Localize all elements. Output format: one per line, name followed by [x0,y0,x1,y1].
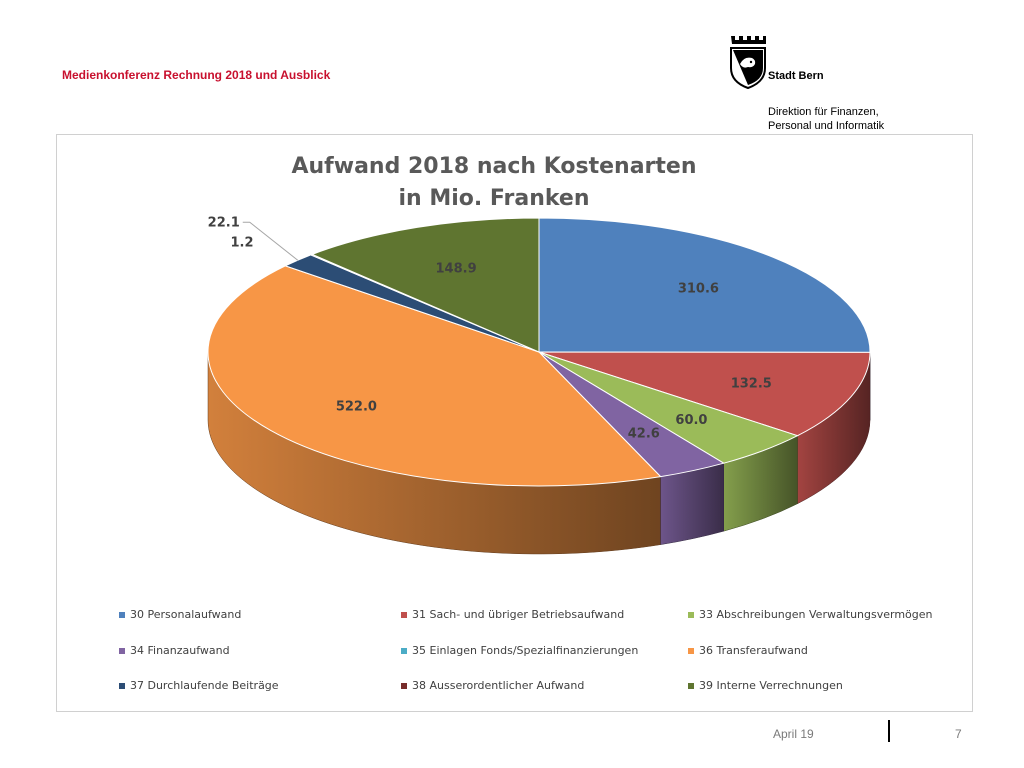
pie-slice-39-interne-verrechnungen [310,217,540,353]
legend-label: 39 Interne Verrechnungen [699,679,843,692]
legend-swatch [119,682,125,689]
org-name: Stadt Bern [768,70,824,82]
department-line-1: Direktion für Finanzen, [768,106,879,118]
legend-item-36-transferaufwand: 36 Transferaufwand [688,644,808,657]
legend-item-38-ausserordentlicher-aufwand: 38 Ausserordentlicher Aufwand [401,679,584,692]
chart-frame: Aufwand 2018 nach Kostenarten in Mio. Fr… [56,134,973,712]
legend-swatch [688,647,694,654]
data-label-38-ausserordentlicher-aufwand: 1.2 [231,236,254,251]
legend-label: 31 Sach- und übriger Betriebsaufwand [412,608,625,621]
legend-item-34-finanzaufwand: 34 Finanzaufwand [119,644,230,657]
department-name: Direktion für Finanzen, Personal und Inf… [768,105,968,133]
data-label-39-interne-verrechnungen: 148.9 [436,261,477,276]
footer-separator [888,720,890,742]
data-label-30-personalaufwand: 310.6 [678,282,719,297]
legend-item-37-durchlaufende-beitr-ge: 37 Durchlaufende Beiträge [119,679,279,692]
department-line-2: Personal und Informatik [768,120,885,132]
legend-swatch [688,682,694,689]
data-label-37-durchlaufende-beitr-ge: 22.1 [208,215,240,230]
chart-legend: 30 Personalaufwand 31 Sach- und übriger B… [57,605,972,705]
chart-title-line-2: in Mio. Franken [398,186,589,211]
legend-label: 36 Transferaufwand [699,644,808,657]
conference-title: Medienkonferenz Rechnung 2018 und Ausbli… [62,68,331,82]
legend-label: 30 Personalaufwand [130,608,242,621]
chart-title-line-1: Aufwand 2018 nach Kostenarten [291,154,696,179]
pie-slice-30-personalaufwand [538,217,871,353]
data-label-31-sach-und-briger-betriebsaufwand: 132.5 [731,376,772,391]
pie-slice-31-sach-und-briger-betriebsaufwand [538,351,871,437]
legend-label: 35 Einlagen Fonds/Spezialfinanzierungen [412,644,639,657]
data-label-34-finanzaufwand: 42.6 [628,427,660,442]
legend-swatch [688,611,694,618]
pie-slices [207,217,871,555]
bern-coat-of-arms-logo [730,36,766,90]
legend-swatch [119,647,125,654]
legend-label: 34 Finanzaufwand [130,644,230,657]
legend-item-30-personalaufwand: 30 Personalaufwand [119,608,241,621]
footer-date: April 19 [773,727,814,741]
legend-label: 33 Abschreibungen Verwaltungsvermögen [699,608,933,621]
pie-chart: Aufwand 2018 nach Kostenarten in Mio. Fr… [207,154,871,555]
legend-label: 38 Ausserordentlicher Aufwand [412,679,585,692]
legend-item-33-abschreibungen-verwaltungsverm-gen: 33 Abschreibungen Verwaltungsvermögen [688,608,933,621]
legend-item-39-interne-verrechnungen: 39 Interne Verrechnungen [688,679,843,692]
legend-swatch [401,647,407,654]
pie-slice-36-transferaufwand [207,265,662,487]
legend-swatch [401,611,407,618]
data-label-33-abschreibungen-verwaltungsverm-gen: 60.0 [675,413,707,428]
legend-swatch [119,611,125,618]
data-labels: 310.6 132.5 60.0 42.6 522.0 148.9 22.1 1.2 [208,215,772,441]
page-number: 7 [955,727,962,741]
data-label-36-transferaufwand: 522.0 [336,399,377,414]
legend-label: 37 Durchlaufende Beiträge [130,679,279,692]
leader-line-37-durchlaufende-beitr-ge [242,221,299,261]
legend-item-31-sach-und-briger-betriebsaufwand: 31 Sach- und übriger Betriebsaufwand [401,608,624,621]
legend-item-35-einlagen-fonds-spezialfinanzierungen: 35 Einlagen Fonds/Spezialfinanzierungen [401,644,638,657]
legend-swatch [401,682,407,689]
